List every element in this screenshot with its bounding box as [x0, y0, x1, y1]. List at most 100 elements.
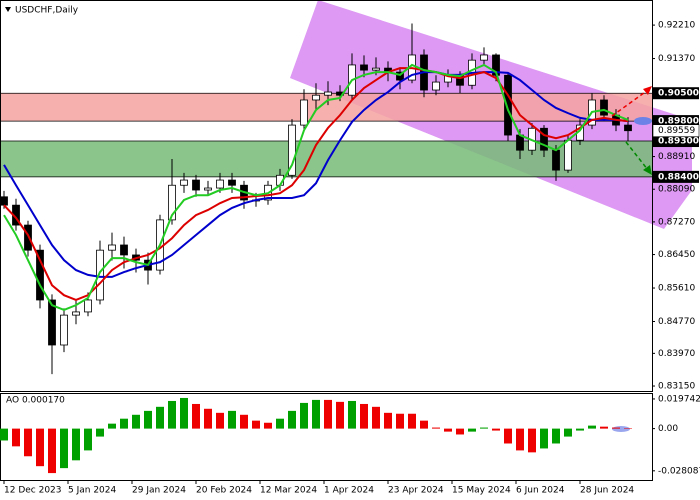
y-tick-label: 0.83150 [658, 382, 695, 392]
candle-body [564, 139, 572, 171]
ao-bar [600, 426, 608, 429]
candle-body [72, 311, 80, 316]
x-tick-label: 1 Apr 2024 [324, 486, 374, 496]
x-tick-label: 23 Apr 2024 [388, 486, 444, 496]
ao-bar [192, 403, 200, 429]
y-tick-label: 0.92210 [658, 21, 695, 31]
ao-bar [240, 414, 248, 429]
ao-bar [516, 428, 524, 451]
level-label: 0.88400 [658, 172, 699, 182]
title-marker [5, 7, 11, 12]
candle-body [168, 184, 176, 221]
level-label-box [653, 170, 699, 183]
candle-body [432, 81, 440, 91]
ao-bar [180, 397, 188, 429]
ao-bar [60, 428, 68, 469]
ao-bar [420, 420, 428, 429]
ao-bar [624, 428, 632, 429]
level-label-box [653, 115, 699, 128]
x-tick-label: 15 May 2024 [452, 486, 511, 496]
candle-body [216, 179, 224, 189]
ao-bar [492, 428, 500, 431]
chart-title: USDCHF,Daily [15, 6, 79, 16]
ao-bar [564, 428, 572, 437]
level-label: 0.90500 [658, 89, 699, 99]
ao-tick-label: 0.00 [658, 424, 678, 434]
y-tick-label: 0.91370 [658, 54, 695, 64]
current-price-box [652, 124, 700, 138]
ao-tick-label: -0.028087 [658, 466, 700, 476]
ao-bar [336, 401, 344, 429]
ao-bar [504, 428, 512, 444]
up-arrow [611, 89, 649, 117]
x-tick-label: 5 Jan 2024 [68, 486, 116, 496]
ao-bar [324, 399, 332, 429]
candle-body [48, 299, 56, 346]
ao-bar [444, 428, 452, 432]
ao-bar [228, 410, 236, 429]
ao-bar [552, 428, 560, 444]
ao-bar [588, 425, 596, 429]
ao-bar [372, 406, 380, 429]
candle-body [312, 94, 320, 101]
candle-body [204, 187, 212, 191]
ao-bar [96, 428, 104, 437]
y-tick-label: 0.88090 [658, 185, 695, 195]
ao-bar [432, 427, 440, 429]
current-price-label: 0.89559 [658, 126, 695, 136]
level-label: 0.89300 [658, 137, 699, 147]
ao-bar [456, 428, 464, 435]
ao-bar [300, 402, 308, 429]
y-tick-label: 0.85610 [658, 284, 695, 294]
ao-bar [48, 428, 56, 474]
level-label-box [653, 135, 699, 148]
candle-body [372, 67, 380, 71]
x-tick-label: 28 Jun 2024 [580, 486, 634, 496]
ao-bar [480, 427, 488, 429]
ao-bar [132, 414, 140, 429]
ao-bar [348, 400, 356, 429]
ao-bar [396, 413, 404, 429]
ao-bar [108, 423, 116, 429]
ao-bar [168, 400, 176, 429]
ao-bar [540, 428, 548, 449]
candle-body [324, 91, 332, 96]
candle-body [108, 244, 116, 251]
candle-body [360, 64, 368, 71]
y-tick-label: 0.86450 [658, 250, 695, 260]
ao-bar [288, 410, 296, 429]
ao-bar [528, 428, 536, 453]
ao-bar [72, 428, 80, 461]
y-tick-label: 0.87270 [658, 217, 695, 227]
y-tick-label: 0.84770 [658, 317, 695, 327]
level-label-box [653, 87, 699, 100]
up-arrowhead [643, 86, 652, 95]
ao-bar [360, 403, 368, 429]
candle-body [180, 179, 188, 186]
x-tick-label: 29 Jan 2024 [132, 486, 186, 496]
ao-title: AO 0.000170 [6, 396, 65, 406]
ao-bar [12, 428, 20, 447]
ao-marker [612, 426, 630, 432]
candle-body [552, 149, 560, 171]
ao-bar [0, 428, 8, 441]
signal-marker [634, 117, 652, 125]
ao-bar [408, 413, 416, 429]
ao-bar [312, 399, 320, 429]
candle-body [84, 299, 92, 313]
ao-bar [24, 428, 32, 457]
ao-bar [276, 418, 284, 429]
ao-tick-label: 0.019742 [658, 394, 700, 404]
ao-bar [468, 428, 476, 432]
ao-bar [84, 428, 92, 451]
candle-body [288, 124, 296, 176]
candle-body [0, 196, 8, 206]
x-tick-label: 20 Feb 2024 [196, 486, 252, 496]
candle-body [228, 179, 236, 186]
ao-bar [156, 406, 164, 429]
moving-average [3, 67, 629, 302]
down-arrow [625, 141, 649, 171]
main-panel-frame [0, 0, 653, 392]
ao-bar [204, 408, 212, 429]
